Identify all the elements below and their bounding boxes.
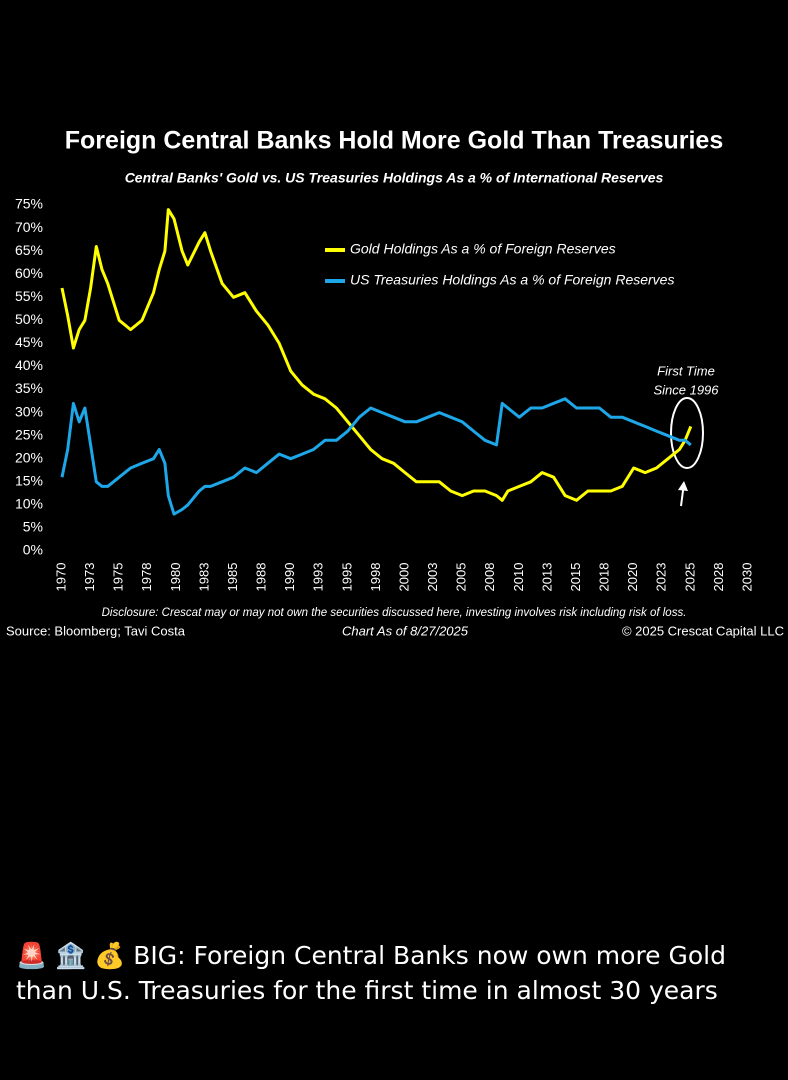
x-tick-label: 1995 [339,563,354,592]
x-tick-label: 2000 [396,563,411,592]
x-tick-label: 2015 [568,563,583,592]
post-text: 🚨 🏦 💰 BIG: Foreign Central Banks now own… [16,941,726,1005]
y-tick-label: 15% [15,473,43,489]
disclosure: Disclosure: Crescat may or may not own t… [102,607,687,619]
legend-label: Gold Holdings As a % of Foreign Reserves [350,241,616,257]
y-tick-label: 5% [23,519,43,535]
x-tick-label: 1998 [368,563,383,592]
y-tick-label: 50% [15,311,43,327]
chart-subtitle: Central Banks' Gold vs. US Treasuries Ho… [125,170,664,186]
source: Source: Bloomberg; Tavi Costa [6,623,186,638]
x-tick-label: 2005 [454,563,469,592]
x-tick-label: 2020 [625,563,640,592]
y-tick-label: 55% [15,288,43,304]
x-tick-label: 1983 [196,563,211,592]
x-tick-label: 2003 [425,563,440,592]
annotation: Since 1996 [653,382,719,397]
x-tick-label: 1970 [53,563,68,592]
y-tick-label: 45% [15,334,43,350]
x-tick-label: 1978 [139,563,154,592]
y-tick-label: 20% [15,449,43,465]
x-tick-label: 2030 [739,563,754,592]
x-tick-label: 2013 [539,563,554,592]
x-tick-label: 2018 [597,563,612,592]
arrow-head [678,481,688,491]
y-tick-label: 65% [15,242,43,258]
y-tick-label: 35% [15,380,43,396]
copyright: © 2025 Crescat Capital LLC [622,623,784,638]
data-line [60,397,692,516]
y-tick-label: 40% [15,357,43,373]
x-tick-label: 2028 [711,563,726,592]
annotation: First Time [657,363,715,378]
x-tick-label: 1988 [254,563,269,592]
date-note: Chart As of 8/27/2025 [342,623,469,638]
legend-label: US Treasuries Holdings As a % of Foreign… [350,272,674,288]
x-tick-label: 1990 [282,563,297,592]
y-tick-label: 70% [15,219,43,235]
y-tick-label: 25% [15,426,43,442]
data-line [60,208,693,502]
x-tick-label: 1993 [311,563,326,592]
x-tick-label: 1980 [168,563,183,592]
y-tick-label: 30% [15,403,43,419]
x-tick-label: 2023 [654,563,669,592]
highlight-ellipse [670,397,704,469]
chart-title: Foreign Central Banks Hold More Gold Tha… [65,127,723,155]
x-tick-label: 2010 [511,563,526,592]
y-tick-label: 0% [23,542,43,558]
x-tick-label: 2025 [682,563,697,592]
x-tick-label: 1975 [111,563,126,592]
y-tick-label: 10% [15,496,43,512]
y-tick-label: 60% [15,265,43,281]
y-tick-label: 75% [15,196,43,212]
x-tick-label: 2008 [482,563,497,592]
chart: Foreign Central Banks Hold More Gold Tha… [6,127,784,639]
x-tick-label: 1985 [225,563,240,592]
x-tick-label: 1973 [82,563,97,592]
